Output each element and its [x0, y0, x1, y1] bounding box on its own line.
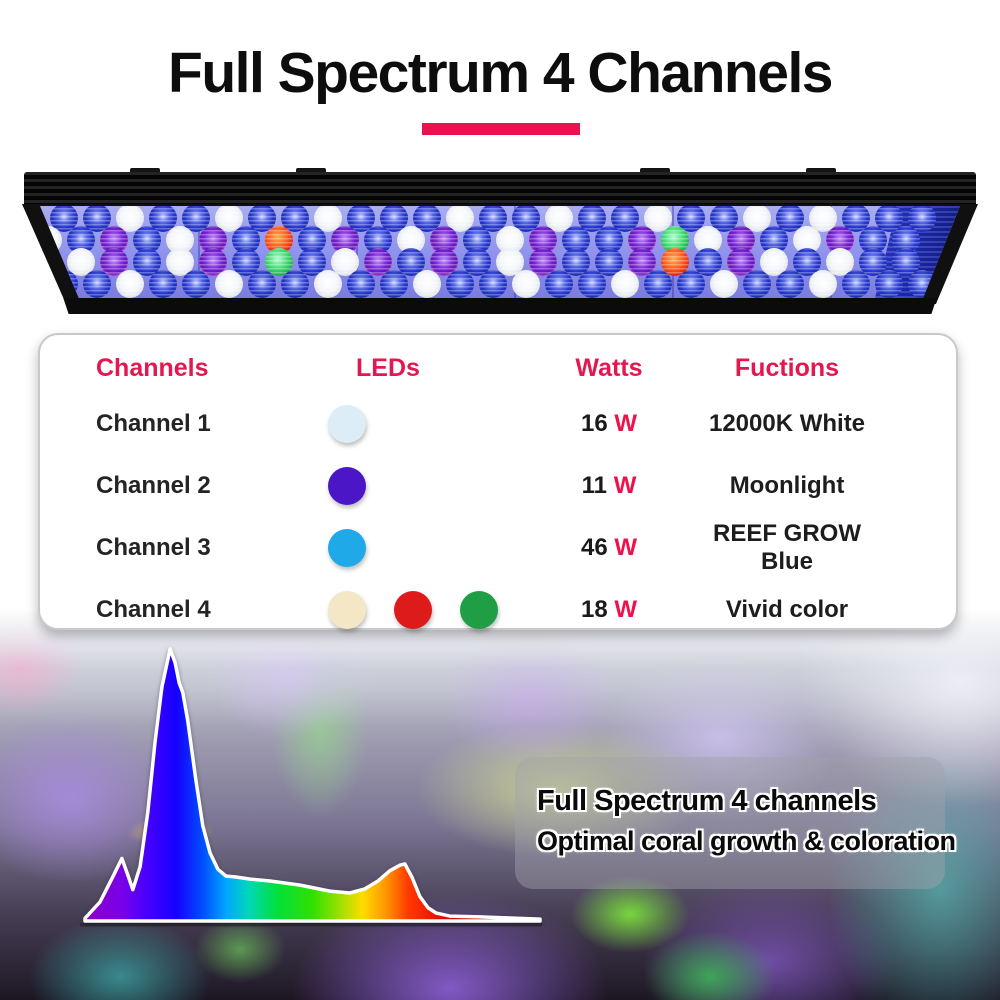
led-blue	[562, 226, 590, 254]
caption-overlay-box: Full Spectrum 4 channels Optimal coral g…	[515, 757, 956, 889]
led-blue	[347, 270, 375, 298]
led-blue	[83, 206, 111, 232]
led-white	[710, 270, 738, 298]
led-blue	[380, 270, 408, 298]
led-blue	[67, 226, 95, 254]
spec-table-body: Channel 1 16 W 12000K White Channel 2 11 W Mo…	[96, 393, 930, 641]
mounting-tab	[130, 168, 160, 174]
watts-value: 18 W	[580, 596, 638, 623]
led-blue	[776, 270, 804, 298]
led-color-swatches	[326, 405, 534, 443]
column-header-watts: Watts	[575, 353, 643, 382]
table-row-channel-4: Channel 4 18 W Vivid color	[96, 579, 930, 641]
page-title: Full Spectrum 4 Channels	[168, 41, 833, 105]
watt-unit: W	[613, 472, 637, 499]
spec-table-panel: Channels LEDs Watts Fuctions Channel 1 16 W 1…	[38, 333, 958, 630]
led-panel	[40, 206, 960, 300]
led-white	[413, 270, 441, 298]
column-header-channels: Channels	[96, 353, 209, 382]
led-swatch	[460, 591, 498, 629]
spectrum-curve	[83, 647, 542, 923]
led-white	[512, 270, 540, 298]
function-label: Vivid color	[725, 596, 849, 623]
led-blue	[133, 226, 161, 254]
led-green	[265, 248, 293, 276]
channel-label: Channel 4	[96, 596, 211, 623]
led-blue	[479, 270, 507, 298]
channel-label: Channel 3	[96, 534, 211, 561]
table-row-channel-3: Channel 3 46 W REEF GROW Blue	[96, 517, 930, 579]
led-color-swatches	[326, 591, 534, 629]
column-header-fuctions: Fuctions	[734, 353, 840, 382]
led-blue	[545, 270, 573, 298]
led-white	[826, 248, 854, 276]
mounting-tab	[806, 168, 836, 174]
watts-value: 16 W	[580, 410, 638, 437]
spectrum-baseline-shadow	[80, 923, 542, 927]
led-white	[611, 270, 639, 298]
led-color-swatches	[326, 529, 534, 567]
mounting-tab	[640, 168, 670, 174]
led-blue	[446, 270, 474, 298]
led-blue	[298, 226, 326, 254]
led-blue	[248, 270, 276, 298]
watt-unit: W	[614, 596, 638, 623]
led-swatch	[328, 467, 366, 505]
table-row-channel-1: Channel 1 16 W 12000K White	[96, 393, 930, 455]
table-row-channel-2: Channel 2 11 W Moonlight	[96, 455, 930, 517]
caption-line-2: Optimal coral growth & coloration	[537, 826, 956, 856]
fixture-heatsink	[24, 172, 976, 207]
watt-unit: W	[614, 534, 638, 561]
fixture-bottom-rail	[63, 298, 937, 314]
led-white	[446, 206, 474, 232]
led-color-swatches	[326, 467, 534, 505]
led-blue	[281, 270, 309, 298]
led-blue	[182, 270, 210, 298]
column-header-leds: LEDs	[356, 353, 420, 382]
led-white	[694, 226, 722, 254]
led-blue	[83, 270, 111, 298]
mounting-tab	[296, 168, 326, 174]
title-underline	[422, 123, 580, 135]
panel-seam	[356, 206, 358, 300]
led-blue	[149, 270, 177, 298]
led-blue	[677, 270, 705, 298]
panel-seam	[198, 206, 200, 300]
led-blue	[578, 270, 606, 298]
led-white	[809, 270, 837, 298]
led-blue	[842, 270, 870, 298]
channel-label: Channel 2	[96, 472, 211, 499]
function-label: REEF GROW Blue	[713, 520, 861, 575]
led-blue	[743, 270, 771, 298]
channel-label: Channel 1	[96, 410, 211, 437]
led-swatch	[328, 591, 366, 629]
led-blue	[644, 270, 672, 298]
led-swatch	[328, 529, 366, 567]
led-swatch	[328, 405, 366, 443]
spec-table-header-row: Channels LEDs Watts Fuctions	[96, 335, 930, 393]
led-white	[793, 226, 821, 254]
led-blue	[875, 270, 903, 298]
led-swatch	[394, 591, 432, 629]
led-white	[116, 270, 144, 298]
watts-value: 11 W	[581, 472, 637, 499]
led-white	[215, 270, 243, 298]
function-label: Moonlight	[729, 472, 845, 499]
function-label: 12000K White	[708, 410, 866, 437]
watts-value: 46 W	[580, 534, 638, 561]
caption-line-1: Full Spectrum 4 channels	[537, 785, 877, 817]
watt-unit: W	[614, 410, 638, 437]
led-white	[314, 270, 342, 298]
emission-spectrum-chart	[80, 647, 542, 927]
